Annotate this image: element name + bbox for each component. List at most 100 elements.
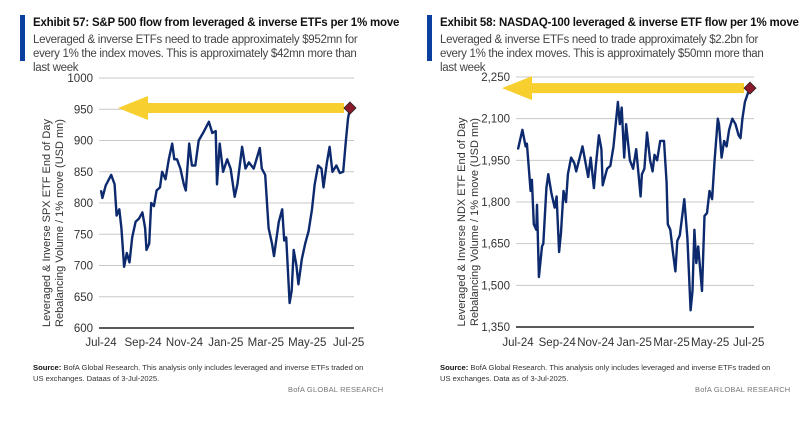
accent-bar [20, 15, 25, 61]
y-tick-label: 2,250 [481, 72, 510, 84]
data-point [689, 309, 692, 311]
data-point [126, 252, 128, 254]
x-tick-label: Jan-25 [617, 337, 652, 349]
data-point [674, 270, 677, 273]
data-point [641, 173, 643, 175]
data-point [216, 183, 218, 185]
y-tick-label: 1,650 [481, 239, 510, 251]
chart-2: 1,350 1,500 1,650 1,800 1,950 2,100 2,250 Jul-2… [456, 72, 764, 349]
data-point [545, 187, 548, 189]
data-point [331, 171, 333, 173]
data-point [623, 156, 625, 159]
x-tick-label: Sep-24 [125, 337, 163, 349]
data-point [322, 186, 325, 188]
data-point [672, 251, 674, 253]
exhibit-57-panel: Exhibit 57: S&P 500 flow from leveraged … [20, 15, 399, 394]
data-point [150, 202, 152, 204]
data-point [148, 243, 150, 245]
y-tick-label: 950 [74, 104, 93, 116]
data-point [141, 211, 143, 213]
data-point [656, 159, 658, 161]
data-point [308, 230, 310, 232]
data-point [640, 195, 642, 198]
data-point [652, 170, 654, 173]
data-point [234, 196, 236, 198]
y-tick-label: 2,100 [481, 114, 510, 126]
source-label: Source: [440, 363, 469, 372]
data-point [738, 134, 740, 136]
chart-subtitle: Leveraged & inverse ETFs need to trade a… [33, 34, 358, 74]
data-point [194, 164, 196, 167]
y-tick-label: 1,800 [481, 197, 510, 209]
data-point [686, 237, 689, 239]
x-tick-label: Jul-24 [502, 337, 534, 349]
data-point [612, 145, 615, 148]
data-point [123, 266, 125, 268]
y-tick-label: 1,500 [481, 280, 510, 292]
data-point [253, 168, 255, 170]
data-point [723, 140, 725, 142]
y-tick-label: 900 [74, 136, 93, 148]
data-point [273, 255, 275, 257]
data-point [517, 148, 519, 150]
data-point [164, 178, 167, 180]
data-point [153, 205, 155, 207]
data-point [236, 183, 238, 185]
data-point [720, 156, 723, 159]
data-point [625, 123, 627, 125]
data-point [171, 143, 173, 145]
y-tick-label: 800 [74, 198, 93, 210]
data-point [533, 223, 535, 225]
data-point [731, 118, 733, 120]
data-point [278, 221, 280, 223]
data-point [718, 123, 720, 125]
data-point [317, 164, 319, 167]
y-tick-label: 1,350 [481, 322, 510, 334]
data-point [554, 206, 556, 209]
data-point [320, 168, 323, 170]
data-point [222, 171, 224, 173]
data-point [632, 168, 634, 170]
data-point [665, 181, 668, 184]
data-point [573, 162, 575, 164]
x-tick-label: Jul-25 [333, 337, 364, 349]
data-point [261, 168, 263, 170]
data-point [555, 195, 558, 198]
data-point [131, 236, 133, 238]
data-point [113, 183, 116, 185]
data-point [128, 261, 131, 263]
data-point [156, 189, 158, 192]
y-tick-label: 750 [74, 229, 93, 241]
exhibit-58-panel: Exhibit 58: NASDAQ-100 leveraged & inver… [400, 0, 800, 437]
x-tick-label: Jul-25 [733, 337, 764, 349]
chart-subtitle: Leveraged & inverse ETFs need to trade a… [440, 34, 764, 74]
data-point [100, 189, 102, 192]
data-point [271, 243, 273, 245]
x-tick-label: May-25 [288, 337, 326, 349]
data-point [116, 214, 118, 217]
data-point [691, 290, 694, 292]
data-point [550, 193, 553, 195]
source-text: BofA Global Research. This analysis only… [440, 363, 771, 383]
data-point [739, 137, 742, 139]
data-point [185, 189, 187, 192]
y-axis-label-line: Rebalancing Volume / 1% move (USD mn) [54, 119, 66, 327]
x-tick-label: Nov-24 [577, 337, 615, 349]
data-point [198, 139, 200, 142]
data-point [176, 158, 178, 160]
data-point [711, 198, 713, 200]
data-point [293, 249, 295, 251]
data-point [695, 262, 697, 264]
arrow-shaft [136, 103, 344, 113]
chart-1: 600 650 700 750 800 850 900 950 1000 Jul-24 Sep-24… [41, 73, 364, 349]
x-tick-label: Jan-25 [208, 337, 243, 349]
data-point [314, 183, 316, 185]
x-tick-label: Mar-25 [248, 337, 284, 349]
brand-footer: BofA GLOBAL RESEARCH [288, 385, 384, 394]
data-point [101, 197, 103, 199]
data-point [241, 146, 243, 148]
data-point [703, 215, 706, 217]
data-point [726, 145, 728, 148]
data-point [289, 302, 291, 304]
data-point [229, 168, 232, 170]
